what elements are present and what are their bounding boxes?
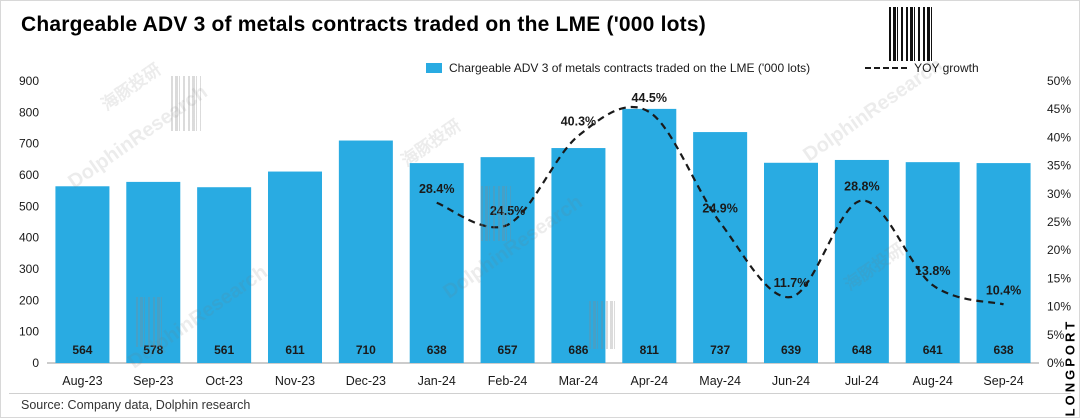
bar-Jun-24 (764, 162, 818, 363)
bar-value-label: 657 (498, 343, 518, 357)
bar-Oct-23 (197, 187, 252, 363)
x-axis-label: Jul-24 (845, 374, 879, 388)
right-axis-tick: 50% (1047, 74, 1071, 88)
left-axis-tick: 0 (32, 356, 39, 370)
left-axis-tick: 500 (19, 199, 39, 213)
x-axis-label: Jun-24 (772, 374, 810, 388)
bar-value-label: 578 (143, 343, 163, 357)
bar-value-label: 811 (640, 343, 660, 357)
bar-value-label: 639 (781, 343, 801, 357)
source-note: Source: Company data, Dolphin research (21, 398, 251, 412)
right-axis-tick: 40% (1047, 130, 1071, 144)
bar-Sep-23 (126, 181, 181, 363)
x-axis-label: Sep-24 (983, 374, 1023, 388)
bar-Feb-24 (480, 157, 535, 363)
legend-bar-label: Chargeable ADV 3 of metals contracts tra… (449, 61, 811, 75)
legend-bar-swatch (426, 63, 442, 73)
x-axis-label: Feb-24 (488, 374, 528, 388)
bar-Jul-24 (834, 159, 889, 363)
x-axis-label: Apr-24 (631, 374, 669, 388)
chart-legend: Chargeable ADV 3 of metals contracts tra… (426, 61, 979, 75)
right-axis-tick: 0% (1047, 356, 1065, 370)
left-axis-tick: 100 (19, 325, 39, 339)
right-axis-tick: 35% (1047, 159, 1071, 173)
left-axis-tick: 700 (19, 137, 39, 151)
right-axis-tick: 15% (1047, 271, 1071, 285)
bar-value-label: 737 (710, 343, 730, 357)
bar-Aug-24 (905, 162, 960, 363)
yoy-value-label: 44.5% (632, 91, 667, 105)
legend-item-bars: Chargeable ADV 3 of metals contracts tra… (426, 61, 810, 75)
yoy-value-label: 13.8% (915, 264, 950, 278)
left-axis-tick: 300 (19, 262, 39, 276)
right-axis-tick: 25% (1047, 215, 1071, 229)
bar-Dec-23 (338, 140, 393, 363)
right-axis-tick: 45% (1047, 102, 1071, 116)
bar-value-label: 710 (356, 343, 376, 357)
chart-canvas: 0 100 200 300 400 500 600 700 800 900 0% 5% 10% 15% 20… (19, 74, 1071, 388)
bar-value-label: 564 (72, 343, 92, 357)
barcode-decoration (889, 7, 935, 61)
x-axis-label: Aug-24 (913, 374, 953, 388)
yoy-value-label: 24.9% (702, 202, 737, 216)
x-axis-label: Oct-23 (205, 374, 243, 388)
bar-Nov-23 (268, 171, 322, 363)
left-axis-tick: 600 (19, 168, 39, 182)
bar-value-label: 648 (852, 343, 872, 357)
x-axis-label: Aug-23 (62, 374, 102, 388)
yoy-value-label: 10.4% (986, 283, 1021, 297)
legend-line-label: YOY growth (914, 61, 979, 75)
x-axis-label: Sep-23 (133, 374, 173, 388)
bar-Sep-24 (976, 163, 1031, 363)
yoy-value-label: 28.8% (844, 180, 879, 194)
right-axis-tick: 30% (1047, 187, 1071, 201)
left-axis-tick: 400 (19, 231, 39, 245)
yoy-value-label: 11.7% (774, 276, 809, 290)
bar-value-label: 638 (427, 343, 447, 357)
legend-line-swatch (865, 67, 908, 69)
bar-value-label: 561 (214, 343, 234, 357)
bar-Jan-24 (409, 163, 464, 363)
legend-item-line: YOY growth (865, 61, 979, 75)
x-axis-label: Mar-24 (559, 374, 599, 388)
right-axis-tick: 5% (1047, 328, 1065, 342)
yoy-value-label: 40.3% (561, 115, 596, 129)
x-axis-label: Jan-24 (418, 374, 456, 388)
right-axis-tick: 20% (1047, 243, 1071, 257)
left-axis-tick: 900 (19, 74, 39, 88)
left-axis-tick: 800 (19, 105, 39, 119)
bar-value-label: 611 (285, 343, 305, 357)
yoy-value-label: 24.5% (490, 204, 525, 218)
x-axis-label: Nov-23 (275, 374, 315, 388)
x-axis-label: May-24 (699, 374, 741, 388)
bar-Aug-23 (55, 186, 110, 363)
left-axis-tick: 200 (19, 293, 39, 307)
right-axis-tick: 10% (1047, 300, 1071, 314)
bar-Mar-24 (551, 148, 606, 363)
x-axis-label: Dec-23 (346, 374, 386, 388)
bar-value-label: 638 (994, 343, 1014, 357)
footer-divider (9, 393, 1071, 394)
bar-Apr-24 (622, 108, 677, 364)
yoy-value-label: 28.4% (419, 182, 454, 196)
bar-value-label: 686 (568, 343, 588, 357)
bar-value-label: 641 (923, 343, 943, 357)
chart-title: Chargeable ADV 3 of metals contracts tra… (21, 13, 706, 36)
